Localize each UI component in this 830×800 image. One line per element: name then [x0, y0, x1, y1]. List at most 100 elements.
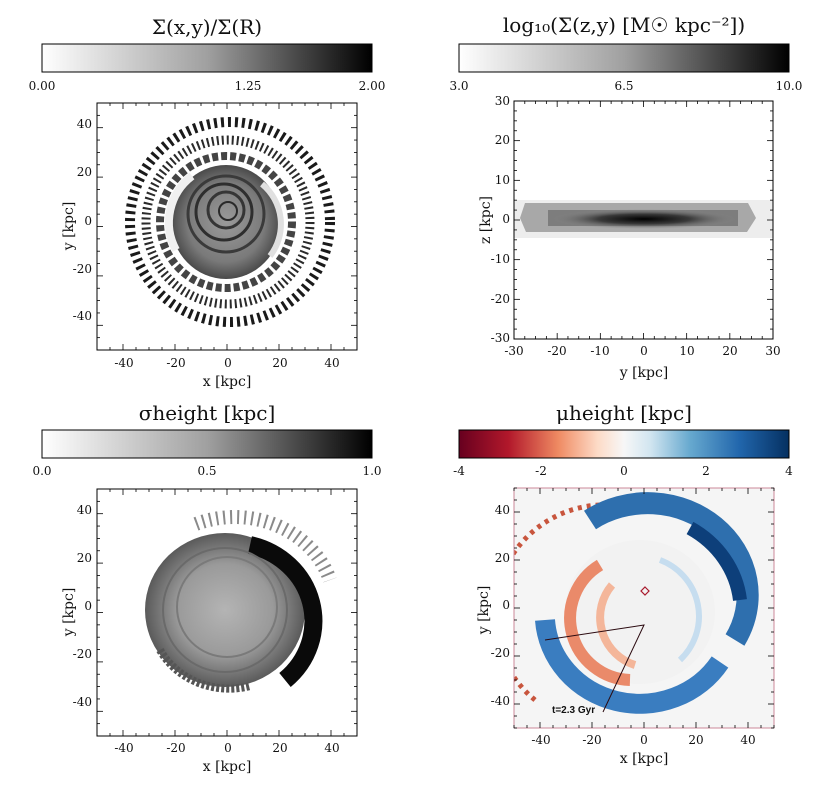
panel1-cb-tick-2: 2.00: [359, 79, 386, 93]
panel2-cb-tick-1: 6.5: [614, 79, 633, 93]
panel3-lower-left-band: [156, 647, 251, 693]
panel4-axis-ticks: [513, 487, 775, 729]
panel2-ytick-label: -20: [491, 292, 510, 306]
panel2-xtick-label: 20: [722, 344, 737, 358]
panel2-ytick-labels: 30 20 10 0 -10 -20 -30: [491, 94, 510, 345]
panel4-xtick-label: 0: [640, 733, 648, 747]
panel4-xtick-label: -40: [531, 733, 550, 747]
panel2-xtick-label: 0: [640, 344, 648, 358]
panel2-ytick-label: 0: [502, 212, 510, 226]
panel1-spiral-1: [186, 174, 266, 254]
panel3-scatter-arc: [193, 510, 337, 583]
panel3-ytick-label: 20: [77, 551, 92, 565]
panel1-disk: [171, 165, 281, 279]
panel3-xtick-labels: -40 -20 0 20 40: [114, 741, 339, 755]
panel2-xtick-label: -30: [504, 344, 523, 358]
panel3-xlabel: x [kpc]: [203, 759, 252, 775]
panel2-cb-tick-0: 3.0: [449, 79, 468, 93]
panel4-diamond-marker: [640, 586, 650, 596]
panel4-ytick-labels: 40 20 0 -20 -40: [491, 503, 510, 708]
panel1-ytick-label: 20: [77, 165, 92, 179]
panel2-ytick-label: 10: [495, 173, 510, 187]
panel2-colorbar-ticks: 3.0 6.5 10.0: [449, 79, 802, 93]
panel1-title: Σ(x,y)/Σ(R): [152, 15, 262, 39]
panel4-title: μheight [kpc]: [556, 401, 692, 425]
panel3-ring-2: [176, 556, 278, 658]
panel1-xtick-label: -40: [114, 356, 133, 370]
panel1-xtick-label: 40: [324, 356, 339, 370]
panel1-colorbar-ticks: 0.00 1.25 2.00: [29, 79, 386, 93]
panel1-ytick-label: 0: [84, 214, 92, 228]
panel4-ylabel: y [kpc]: [476, 586, 492, 636]
panel2-ytick-label: 20: [495, 133, 510, 147]
panel2-image: [514, 200, 773, 238]
panel3-ytick-label: -40: [73, 695, 92, 709]
panel-surface-density-ratio: Σ(x,y)/Σ(R) 0.00 1.25 2.00 -40 -20 0 20: [29, 15, 386, 390]
panel1-ylabel: y [kpc]: [61, 202, 77, 252]
panel2-axis-ticks: [513, 100, 774, 340]
panel2-xtick-label: -10: [590, 344, 609, 358]
panel4-time-annotation: t=2.3 Gyr: [552, 705, 595, 716]
panel4-image: [514, 492, 759, 714]
panel1-ytick-labels: 40 20 0 -20 -40: [73, 117, 92, 323]
panel4-xtick-label: 40: [740, 733, 755, 747]
panel1-xlabel: x [kpc]: [203, 374, 252, 390]
panel3-ylabel: y [kpc]: [61, 588, 77, 638]
panel3-image: [145, 510, 337, 693]
panel1-xtick-label: 20: [272, 356, 287, 370]
panel4-ytick-label: 20: [495, 551, 510, 565]
panel1-bright-arc-2: [260, 181, 284, 258]
panel1-middle-ring: [141, 135, 315, 309]
panel2-xtick-label: 10: [679, 344, 694, 358]
panel3-colorbar-ticks: 0.0 0.5 1.0: [32, 464, 381, 478]
panel3-ytick-label: -20: [73, 647, 92, 661]
panel1-ytick-label: -40: [73, 309, 92, 323]
panel3-ytick-label: 40: [77, 503, 92, 517]
panel3-xtick-label: 40: [324, 741, 339, 755]
panel1-bright-arc: [165, 172, 195, 252]
panel3-cb-tick-2: 1.0: [362, 464, 381, 478]
panel3-xtick-label: -20: [166, 741, 185, 755]
panel2-xtick-labels: -30 -20 -10 0 10 20 30: [504, 344, 780, 358]
panel4-ytick-label: -20: [491, 646, 510, 660]
panel4-outer-blue-edge: [686, 521, 747, 602]
panel2-ylabel: z [kpc]: [478, 196, 494, 244]
panel4-xtick-label: -20: [582, 733, 601, 747]
panel3-disk: [145, 533, 305, 687]
panel3-ring-1: [162, 547, 288, 673]
panel-height-dispersion: σheight [kpc] 0.0 0.5 1.0 -40 -20 0 20 4…: [32, 401, 381, 775]
panel4-outer-red-arc: [514, 502, 611, 702]
panel4-blue-inner-arc: [658, 557, 702, 663]
panel1-spiral-3: [206, 190, 246, 230]
panel4-wedge-lines: [544, 624, 645, 713]
panel4-xlabel: x [kpc]: [620, 751, 669, 767]
panel4-cb-tick-3: 2: [702, 464, 710, 478]
panel4-colorbar: [458, 429, 790, 459]
panel1-image: [125, 117, 335, 327]
panel1-xtick-label: -20: [166, 356, 185, 370]
panel1-xtick-label: 0: [224, 356, 232, 370]
panel2-xlabel: y [kpc]: [619, 365, 669, 381]
panel1-ytick-label: -20: [73, 262, 92, 276]
panel4-cb-tick-2: 0: [620, 464, 628, 478]
panel2-xtick-label: 30: [765, 344, 780, 358]
panel1-xtick-labels: -40 -20 0 20 40: [114, 356, 339, 370]
panel2-disk-core: [552, 209, 736, 229]
panel1-cb-tick-1: 1.25: [235, 79, 262, 93]
panel-mean-height: μheight [kpc] -4 -2 0 2 4 t=2.3 Gyr -4: [453, 401, 793, 767]
panel2-ytick-label: -30: [491, 331, 510, 345]
panel4-cb-tick-1: -2: [535, 464, 547, 478]
panel4-xtick-labels: -40 -20 0 20 40: [531, 733, 755, 747]
panel3-ytick-labels: 40 20 0 -20 -40: [73, 503, 92, 709]
panel1-spiral-2: [194, 182, 254, 242]
panel3-xtick-label: 0: [224, 741, 232, 755]
panel4-lower-blue-arc: [535, 619, 729, 714]
panel3-cb-tick-0: 0.0: [32, 464, 51, 478]
panel4-xtick-label: 20: [688, 733, 703, 747]
panel1-axis-ticks: [96, 102, 358, 351]
panel1-cb-tick-0: 0.00: [29, 79, 56, 93]
panel4-ytick-label: 40: [495, 503, 510, 517]
panel4-outer-blue-arc: [584, 492, 759, 646]
panel4-disk: [565, 540, 715, 684]
